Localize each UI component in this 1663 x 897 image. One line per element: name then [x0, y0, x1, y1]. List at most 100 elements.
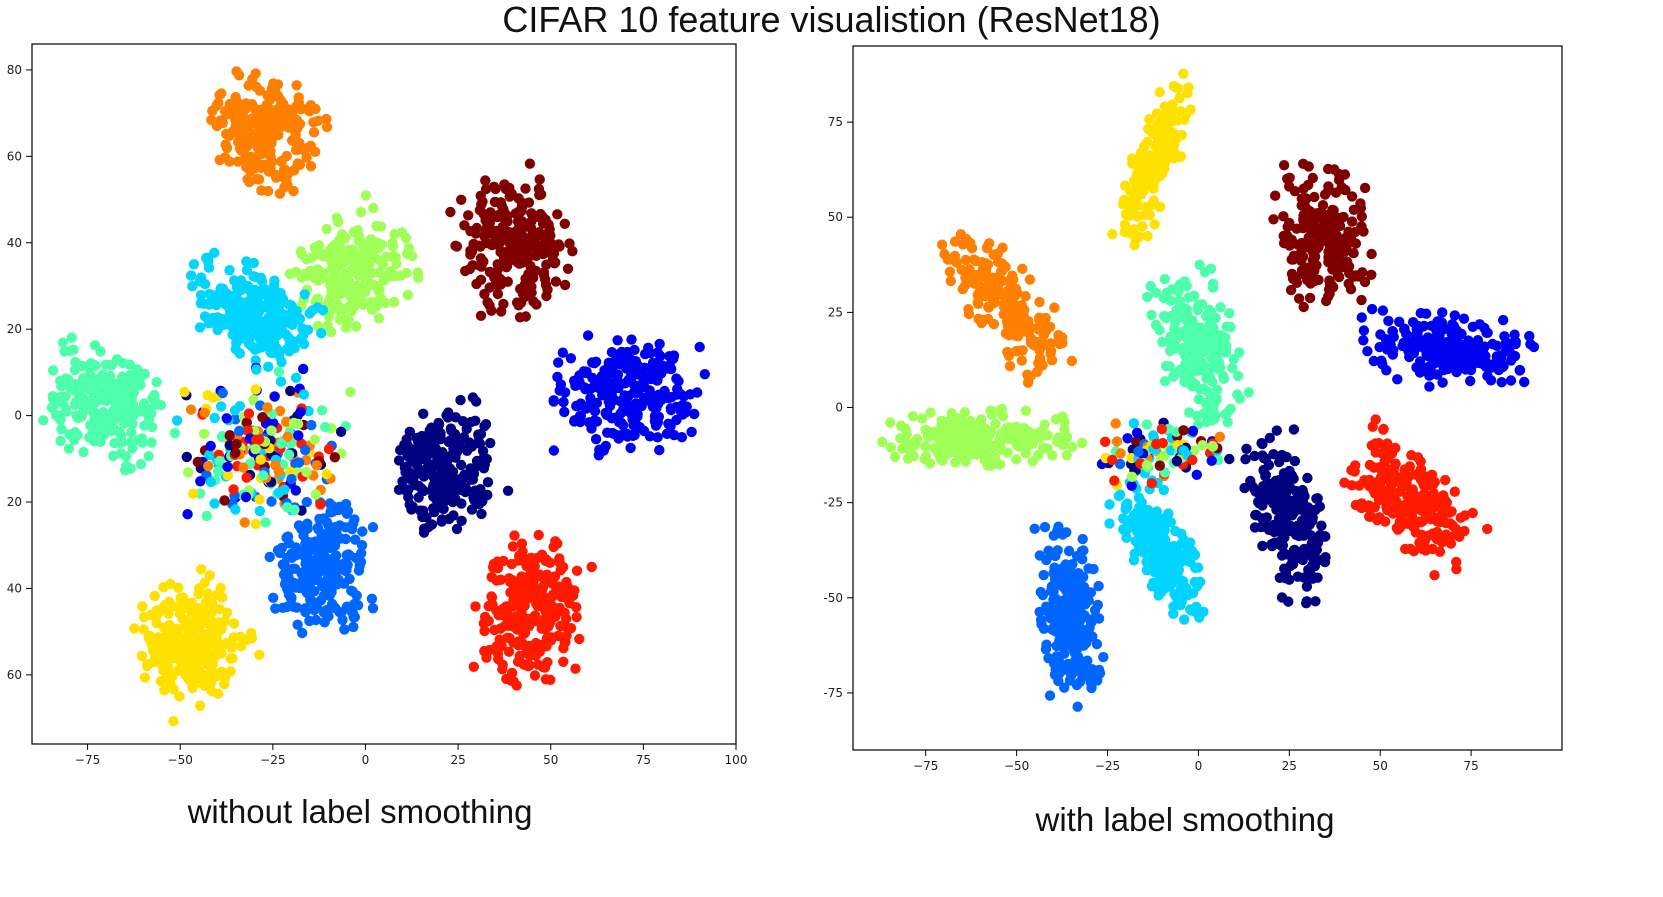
cluster-class-navy [1224, 424, 1331, 609]
data-point [294, 118, 306, 130]
data-point [518, 628, 529, 640]
data-point [1017, 425, 1028, 437]
data-point [304, 106, 315, 117]
data-point [1062, 658, 1073, 670]
data-point [492, 556, 503, 567]
data-point [230, 115, 241, 126]
data-point [1020, 315, 1031, 327]
data-point [1370, 414, 1381, 425]
data-point [93, 375, 105, 386]
data-point [286, 473, 297, 485]
data-point [282, 502, 293, 513]
data-point [580, 367, 592, 379]
data-point [229, 329, 240, 341]
data-point [224, 430, 235, 441]
data-point [269, 391, 280, 402]
data-point [1437, 307, 1448, 318]
data-point [1061, 450, 1072, 461]
data-point [474, 438, 486, 449]
data-point [1325, 245, 1336, 257]
data-point [1348, 248, 1359, 259]
data-point [485, 207, 496, 218]
data-point [1316, 236, 1328, 247]
data-point [1459, 355, 1470, 367]
data-point [61, 406, 72, 417]
data-point [158, 622, 169, 633]
data-point [652, 432, 663, 443]
data-point [1381, 501, 1392, 512]
data-point [1051, 594, 1062, 605]
data-point [1074, 662, 1085, 673]
data-point [488, 181, 500, 192]
data-point [501, 233, 512, 244]
data-point [988, 297, 999, 309]
data-point [1307, 244, 1318, 256]
data-point [93, 410, 104, 421]
data-point [560, 586, 571, 597]
data-point [183, 674, 194, 685]
data-point [1048, 530, 1059, 541]
data-point [238, 318, 249, 330]
data-point [448, 510, 459, 521]
data-point [55, 435, 66, 447]
data-point [945, 275, 956, 287]
data-point [530, 586, 541, 598]
data-point [295, 104, 307, 115]
data-point [1055, 565, 1066, 576]
x-tick-label: 25 [1282, 759, 1297, 773]
data-point [668, 350, 680, 361]
data-point [1185, 104, 1196, 115]
data-point [554, 553, 565, 564]
cluster-class-maroon [445, 158, 578, 323]
data-point [516, 606, 527, 617]
data-point [473, 240, 485, 251]
data-point [1190, 577, 1202, 588]
data-point [190, 645, 201, 657]
data-point [308, 127, 320, 138]
data-point [631, 385, 642, 397]
data-point [288, 577, 300, 589]
data-point [522, 648, 533, 659]
data-point [613, 433, 624, 444]
data-point [959, 407, 971, 418]
data-point [1297, 251, 1309, 262]
data-point [458, 432, 470, 443]
data-point [988, 272, 999, 283]
data-point [228, 618, 240, 629]
data-point [253, 174, 265, 185]
data-point [1257, 438, 1268, 450]
data-point [1192, 562, 1204, 573]
data-point [1429, 570, 1440, 581]
data-point [1482, 523, 1493, 535]
data-point [557, 347, 568, 358]
x-tick-label: −25 [1095, 759, 1120, 773]
axes-frame [852, 45, 1563, 751]
data-point [1076, 437, 1088, 449]
data-point [1280, 568, 1292, 579]
data-point [106, 425, 117, 437]
data-point [242, 425, 253, 436]
data-point [530, 265, 541, 276]
data-point [1186, 315, 1198, 326]
data-point [1278, 160, 1290, 171]
data-point [1509, 329, 1520, 340]
data-point [964, 264, 975, 275]
data-point [201, 648, 212, 659]
data-point [301, 152, 312, 163]
data-point [1120, 209, 1132, 220]
data-point [1348, 271, 1360, 282]
data-point [997, 275, 1008, 287]
data-point [1316, 520, 1327, 531]
data-point [1284, 217, 1295, 229]
data-point [587, 357, 598, 368]
data-point [1047, 450, 1058, 461]
data-point [925, 407, 936, 418]
data-point [1149, 219, 1160, 230]
data-point [1415, 463, 1427, 475]
data-point [558, 396, 569, 408]
data-point [463, 210, 474, 221]
data-point [1038, 569, 1049, 581]
x-tick-label: 75 [636, 753, 651, 767]
data-point [907, 411, 919, 422]
data-point [575, 410, 586, 421]
